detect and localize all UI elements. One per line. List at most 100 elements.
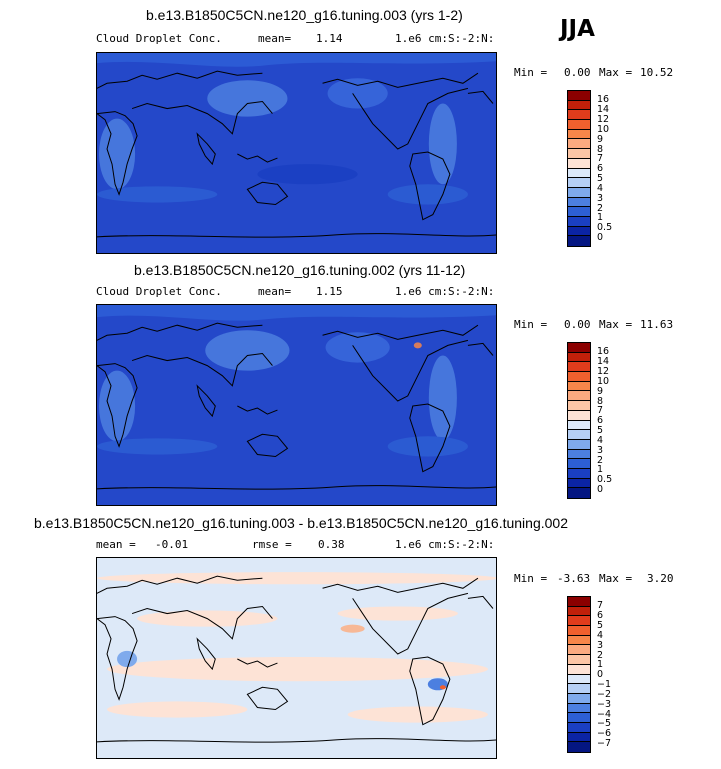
panel-3-colorbar-tick: −7 bbox=[597, 738, 612, 749]
panel-3-colorbar-tick: −1 bbox=[597, 679, 612, 690]
panel-2-colorbar-tick: 12 bbox=[597, 366, 610, 377]
panel-3-title: b.e13.B1850C5CN.ne120_g16.tuning.003 - b… bbox=[34, 515, 568, 531]
panel-1-colorbar-swatch bbox=[568, 216, 590, 227]
panel-1-colorbar-tick: 9 bbox=[597, 134, 604, 145]
panel-1-coastlines bbox=[97, 70, 496, 238]
panel-3-colorbar-tick: −5 bbox=[597, 718, 612, 729]
panel-3-colorbar-swatch bbox=[568, 616, 590, 627]
panel-3-colorbar-tick: −2 bbox=[597, 689, 612, 700]
panel-3-colorbar-tick: 7 bbox=[597, 600, 604, 611]
panel-1-mean-value: 1.14 bbox=[316, 32, 343, 45]
panel-3-colorbar-tick: 1 bbox=[597, 659, 604, 670]
panel-2-colorbar-tick: 1 bbox=[597, 464, 604, 475]
panel-2-colorbar-tick: 10 bbox=[597, 376, 610, 387]
panel-3-colorbar bbox=[567, 596, 591, 753]
panel-2-colorbar-swatch bbox=[568, 401, 590, 411]
panel-2-high-conc-regions bbox=[97, 305, 496, 457]
panel-2-units: 1.e6 cm:S:-2:N: bbox=[395, 285, 495, 298]
panel-3-colorbar-swatch bbox=[568, 742, 590, 752]
panel-3-colorbar-swatch bbox=[568, 693, 590, 704]
panel-3-colorbar-tick: 3 bbox=[597, 640, 604, 651]
panel-3-colorbar-swatch bbox=[568, 635, 590, 646]
panel-2-max-label: Max = bbox=[599, 318, 633, 331]
panel-1-colorbar bbox=[567, 90, 591, 247]
panel-2-colorbar-tick: 3 bbox=[597, 445, 604, 456]
panel-1-colorbar-tick: 16 bbox=[597, 94, 610, 105]
panel-1-colorbar-swatch bbox=[568, 120, 590, 130]
panel-1-colorbar-tick: 1 bbox=[597, 212, 604, 223]
panel-3-rmse-label: rmse = bbox=[252, 538, 292, 551]
panel-2-colorbar-swatch bbox=[568, 478, 590, 489]
panel-3-colorbar-swatch bbox=[568, 626, 590, 636]
panel-1-max-label: Max = bbox=[599, 66, 633, 79]
panel-1-mean-label: mean= bbox=[258, 32, 292, 45]
panel-2-colorbar-swatch bbox=[568, 420, 590, 431]
panel-2-coastlines bbox=[97, 322, 496, 490]
panel-3-coastlines bbox=[97, 575, 496, 743]
panel-2-colorbar-swatch bbox=[568, 343, 590, 353]
panel-2-colorbar-swatch bbox=[568, 459, 590, 469]
panel-1-colorbar-tick: 0 bbox=[597, 232, 604, 243]
panel-3-colorbar-tick: −3 bbox=[597, 699, 612, 710]
panel-3-min-label: Min = bbox=[514, 572, 548, 585]
panel-1-colorbar-tick: 3 bbox=[597, 193, 604, 204]
panel-1-min-value: 0.00 bbox=[564, 66, 591, 79]
panel-3-map bbox=[96, 557, 497, 759]
panel-2-colorbar-swatch bbox=[568, 352, 590, 363]
panel-3-colorbar-swatch bbox=[568, 674, 590, 685]
panel-3-colorbar-tick: −6 bbox=[597, 728, 612, 739]
panel-2-colorbar-tick: 4 bbox=[597, 435, 604, 446]
panel-3-max-value: 3.20 bbox=[647, 572, 674, 585]
panel-2-title: b.e13.B1850C5CN.ne120_g16.tuning.002 (yr… bbox=[134, 262, 466, 278]
panel-3-colorbar-swatch bbox=[568, 713, 590, 723]
panel-1-colorbar-swatch bbox=[568, 197, 590, 208]
panel-2-colorbar bbox=[567, 342, 591, 499]
panel-1-colorbar-tick: 5 bbox=[597, 173, 604, 184]
panel-1-title: b.e13.B1850C5CN.ne120_g16.tuning.003 (yr… bbox=[146, 7, 463, 23]
season-label: JJA bbox=[560, 16, 595, 42]
panel-2-colorbar-swatch bbox=[568, 410, 590, 421]
panel-3-units: 1.e6 cm:S:-2:N: bbox=[395, 538, 495, 551]
panel-2-colorbar-swatch bbox=[568, 468, 590, 479]
panel-2-colorbar-tick: 8 bbox=[597, 396, 604, 407]
panel-1-colorbar-tick: 6 bbox=[597, 163, 604, 174]
panel-1-colorbar-swatch bbox=[568, 168, 590, 179]
panel-3-colorbar-swatch bbox=[568, 684, 590, 694]
panel-1-colorbar-tick: 10 bbox=[597, 124, 610, 135]
panel-3-colorbar-tick: 4 bbox=[597, 630, 604, 641]
panel-2-mean-label: mean= bbox=[258, 285, 292, 298]
panel-3-colorbar-tick: 0 bbox=[597, 669, 604, 680]
panel-1-colorbar-swatch bbox=[568, 158, 590, 169]
panel-2-colorbar-swatch bbox=[568, 381, 590, 392]
panel-1-colorbar-tick: 4 bbox=[597, 183, 604, 194]
panel-3-colorbar-swatch bbox=[568, 664, 590, 675]
panel-2-colorbar-tick: 0 bbox=[597, 484, 604, 495]
panel-1-colorbar-swatch bbox=[568, 100, 590, 111]
panel-1-colorbar-tick: 7 bbox=[597, 153, 604, 164]
panel-3-rmse-value: 0.38 bbox=[318, 538, 345, 551]
panel-1-colorbar-swatch bbox=[568, 226, 590, 237]
panel-3-min-value: -3.63 bbox=[557, 572, 591, 585]
panel-1-colorbar-swatch bbox=[568, 207, 590, 217]
panel-2-colorbar-swatch bbox=[568, 362, 590, 373]
panel-2-colorbar-tick: 6 bbox=[597, 415, 604, 426]
panel-1-colorbar-swatch bbox=[568, 139, 590, 150]
panel-3-colorbar-tick: −4 bbox=[597, 709, 612, 720]
panel-2-colorbar-tick: 2 bbox=[597, 455, 604, 466]
panel-1-colorbar-swatch bbox=[568, 149, 590, 159]
panel-1-high-conc-regions bbox=[97, 53, 496, 205]
panel-2-max-value: 11.63 bbox=[640, 318, 674, 331]
panel-2-variable: Cloud Droplet Conc. bbox=[96, 285, 222, 298]
panel-3-colorbar-swatch bbox=[568, 655, 590, 665]
panel-2-colorbar-swatch bbox=[568, 430, 590, 440]
panel-3-mean-label: mean = bbox=[96, 538, 136, 551]
panel-1-colorbar-tick: 14 bbox=[597, 104, 610, 115]
panel-1-colorbar-swatch bbox=[568, 110, 590, 121]
panel-2-min-value: 0.00 bbox=[564, 318, 591, 331]
panel-3-mean-value: -0.01 bbox=[155, 538, 189, 551]
panel-2-colorbar-swatch bbox=[568, 372, 590, 382]
panel-3-colorbar-swatch bbox=[568, 703, 590, 714]
panel-2-colorbar-tick: 14 bbox=[597, 356, 610, 367]
panel-2-colorbar-tick: 5 bbox=[597, 425, 604, 436]
panel-1-units: 1.e6 cm:S:-2:N: bbox=[395, 32, 495, 45]
